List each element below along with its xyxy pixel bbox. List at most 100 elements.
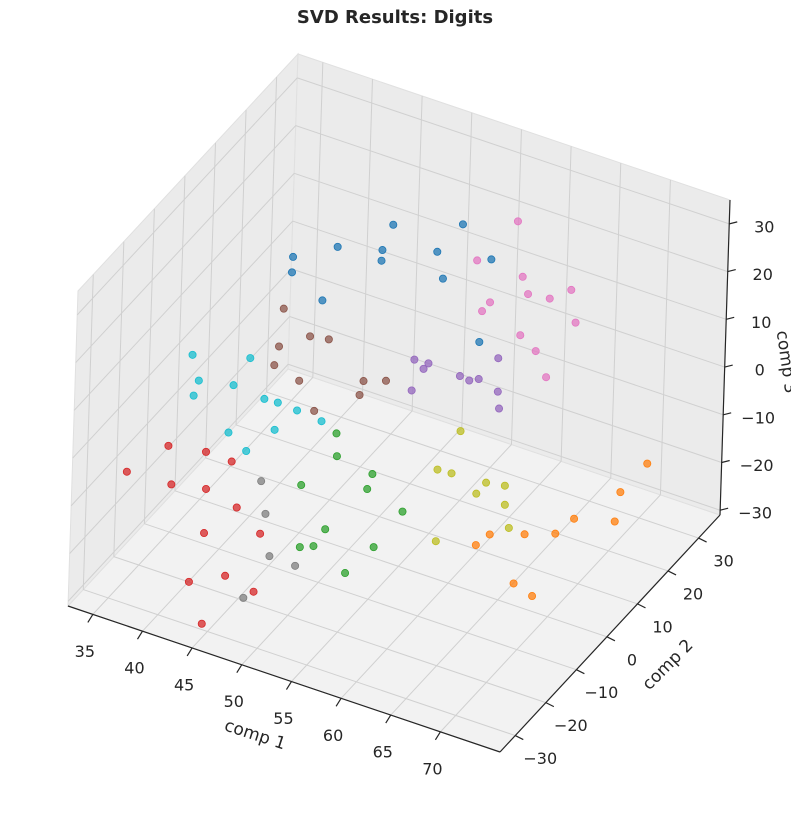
point bbox=[297, 481, 306, 490]
grid-line bbox=[295, 125, 728, 273]
point bbox=[369, 543, 378, 552]
point bbox=[465, 376, 474, 385]
grid-line bbox=[205, 457, 638, 605]
x-tick bbox=[385, 714, 392, 724]
point bbox=[524, 290, 533, 299]
point bbox=[513, 217, 522, 226]
point bbox=[333, 242, 342, 251]
point bbox=[273, 398, 282, 407]
point bbox=[616, 488, 625, 497]
tick-label: 0 bbox=[755, 361, 765, 380]
point bbox=[227, 457, 236, 466]
point bbox=[246, 354, 255, 363]
point bbox=[261, 509, 270, 518]
point bbox=[265, 552, 274, 561]
point bbox=[520, 530, 529, 539]
tick-label: 0 bbox=[627, 650, 637, 669]
point bbox=[359, 377, 368, 386]
x-tick bbox=[285, 681, 292, 690]
point bbox=[471, 541, 480, 550]
grid-line bbox=[174, 490, 608, 638]
point bbox=[509, 579, 518, 588]
grid-line bbox=[73, 172, 295, 411]
point bbox=[189, 391, 198, 400]
grid-line bbox=[266, 391, 699, 539]
point bbox=[545, 294, 554, 303]
z-axis-label: comp 3 bbox=[772, 329, 791, 394]
point bbox=[377, 256, 386, 265]
point bbox=[504, 523, 513, 532]
point bbox=[194, 376, 203, 385]
grid-line bbox=[287, 363, 721, 511]
tick-label: 20 bbox=[683, 584, 703, 603]
point bbox=[188, 350, 197, 359]
point bbox=[456, 427, 465, 436]
grid-line bbox=[67, 363, 289, 602]
point bbox=[270, 361, 279, 370]
point bbox=[500, 481, 509, 490]
point bbox=[433, 465, 442, 474]
grid-line bbox=[291, 268, 724, 416]
y-tick bbox=[606, 636, 616, 642]
point bbox=[478, 307, 487, 316]
point bbox=[256, 529, 265, 538]
point bbox=[242, 446, 251, 455]
y-tick bbox=[576, 669, 585, 675]
y-tick bbox=[545, 702, 555, 708]
point bbox=[500, 500, 509, 509]
tick-label: 60 bbox=[323, 726, 343, 745]
point bbox=[202, 484, 211, 493]
point bbox=[419, 364, 428, 373]
point bbox=[332, 429, 341, 438]
x-tick bbox=[87, 614, 94, 623]
x-tick bbox=[186, 647, 193, 657]
point bbox=[287, 268, 296, 277]
tick-label: −10 bbox=[585, 683, 619, 702]
point bbox=[291, 561, 300, 570]
grid-line bbox=[291, 444, 512, 682]
point bbox=[381, 376, 390, 385]
point bbox=[221, 571, 230, 580]
point bbox=[472, 489, 481, 498]
point bbox=[224, 428, 233, 437]
point bbox=[482, 478, 491, 487]
point bbox=[567, 285, 576, 294]
grid-line bbox=[292, 220, 725, 368]
point bbox=[485, 530, 494, 539]
grid-line bbox=[76, 77, 298, 316]
point bbox=[494, 354, 503, 363]
point bbox=[571, 318, 580, 327]
grid-line bbox=[440, 494, 661, 733]
point bbox=[232, 503, 241, 512]
y-tick bbox=[637, 603, 646, 609]
z-tick bbox=[724, 364, 733, 368]
point bbox=[368, 470, 377, 479]
point bbox=[528, 592, 537, 601]
grid-line bbox=[294, 172, 727, 320]
point bbox=[407, 386, 416, 395]
point bbox=[516, 331, 525, 340]
point bbox=[332, 452, 341, 461]
point bbox=[486, 298, 495, 307]
point bbox=[324, 335, 333, 344]
point bbox=[317, 417, 326, 426]
tick-label: 70 bbox=[422, 759, 442, 778]
point bbox=[318, 296, 327, 305]
grid-line bbox=[144, 523, 577, 671]
tick-label: 40 bbox=[124, 659, 144, 678]
tick-label: 30 bbox=[754, 217, 774, 236]
point bbox=[389, 220, 398, 229]
point bbox=[279, 304, 288, 313]
point bbox=[229, 381, 238, 390]
point bbox=[531, 347, 540, 356]
y-tick bbox=[667, 570, 677, 576]
z-tick bbox=[726, 316, 735, 320]
point bbox=[306, 332, 315, 341]
point bbox=[473, 256, 482, 265]
tick-label: 55 bbox=[273, 709, 293, 728]
z-tick bbox=[720, 507, 729, 511]
x-tick bbox=[236, 664, 243, 674]
point bbox=[610, 517, 619, 526]
point bbox=[309, 542, 318, 551]
